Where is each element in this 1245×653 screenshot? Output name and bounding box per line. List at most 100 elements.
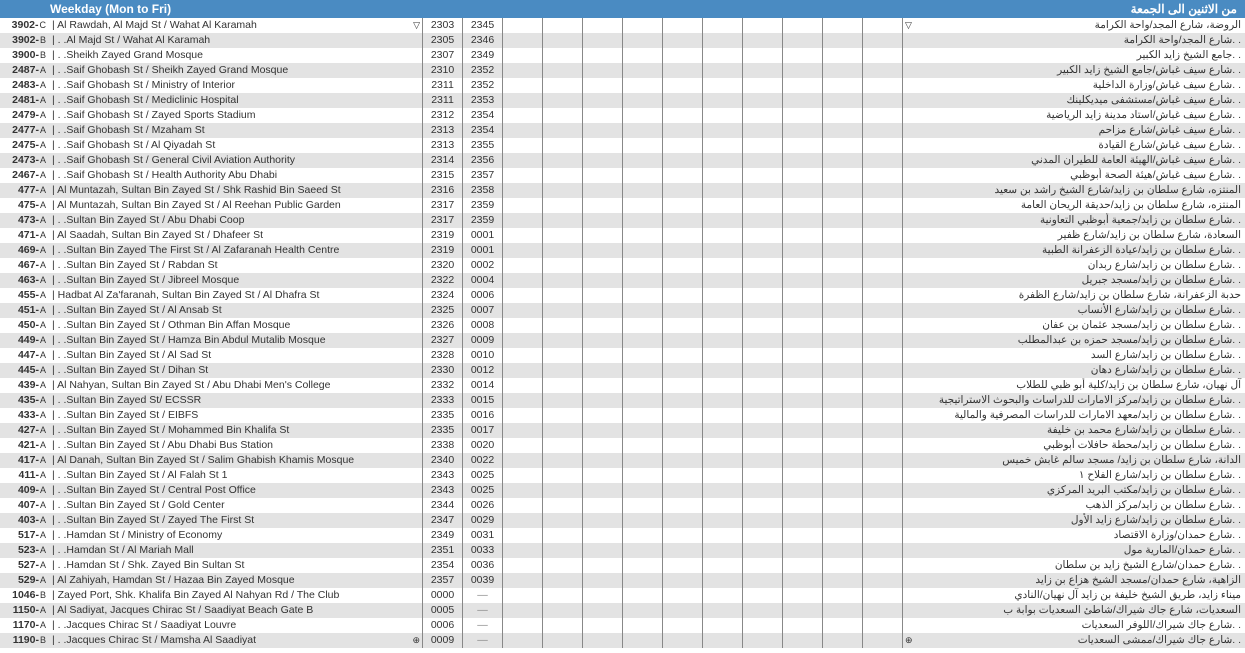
time-col-1: 2313	[423, 123, 463, 138]
stop-code-suffix: A	[39, 305, 46, 315]
time-col-2: —	[463, 603, 503, 618]
stop-code-suffix: A	[39, 230, 46, 240]
empty-cells	[503, 573, 903, 588]
empty-cell	[703, 288, 743, 303]
empty-cell	[783, 483, 823, 498]
empty-cell	[703, 528, 743, 543]
empty-cell	[823, 228, 863, 243]
stop-code-suffix: B	[39, 35, 46, 45]
stop-code-suffix: A	[39, 185, 46, 195]
empty-cell	[663, 33, 703, 48]
time-col-1: 2327	[423, 333, 463, 348]
empty-cell	[863, 408, 903, 423]
time-col-2: 0001	[463, 243, 503, 258]
empty-cell	[503, 318, 543, 333]
empty-cell	[663, 393, 703, 408]
stop-name-en: | . .Saif Ghobash St / Health Authority …	[48, 168, 423, 183]
empty-cell	[543, 438, 583, 453]
empty-cell	[703, 123, 743, 138]
stop-name-en: | . .Sultan Bin Zayed St / Othman Bin Af…	[48, 318, 423, 333]
empty-cell	[783, 213, 823, 228]
empty-cell	[783, 153, 823, 168]
stop-code-suffix: A	[39, 350, 46, 360]
table-row: 2479-A | . .Saif Ghobash St / Zayed Spor…	[0, 108, 1245, 123]
time-col-2: 2346	[463, 33, 503, 48]
stop-name-en: | . .Hamdan St / Al Mariah Mall	[48, 543, 423, 558]
stop-code-suffix: A	[39, 110, 46, 120]
time-col-2: —	[463, 618, 503, 633]
empty-cell	[503, 33, 543, 48]
stop-code-suffix: A	[39, 215, 46, 225]
time-col-1: 2340	[423, 453, 463, 468]
stop-name-ar: الدانة، شارع سلطان بن زايد/ مسجد سالم غا…	[903, 453, 1245, 468]
empty-cells	[503, 153, 903, 168]
stop-code: 529-A	[0, 573, 48, 588]
time-col-2: 0017	[463, 423, 503, 438]
header-en: Weekday (Mon to Fri)	[50, 2, 171, 16]
empty-cell	[743, 558, 783, 573]
table-row: 527-A | . .Hamdan St / Shk. Zayed Bin Su…	[0, 558, 1245, 573]
empty-cells	[503, 78, 903, 93]
time-col-2: 0015	[463, 393, 503, 408]
empty-cell	[583, 213, 623, 228]
table-row: 451-A | . .Sultan Bin Zayed St / Al Ansa…	[0, 303, 1245, 318]
time-col-1: 2335	[423, 423, 463, 438]
table-row: 463-A | . .Sultan Bin Zayed St / Jibreel…	[0, 273, 1245, 288]
empty-cells	[503, 213, 903, 228]
empty-cell	[783, 183, 823, 198]
empty-cell	[623, 528, 663, 543]
time-col-2: 0026	[463, 498, 503, 513]
time-col-1: 2343	[423, 468, 463, 483]
time-col-1: 2310	[423, 63, 463, 78]
empty-cell	[743, 213, 783, 228]
empty-cell	[543, 603, 583, 618]
stop-name-ar: . .شارع سيف غباش/مستشفى ميديكلينك	[903, 93, 1245, 108]
empty-cell	[743, 273, 783, 288]
time-col-1: 0006	[423, 618, 463, 633]
empty-cell	[623, 63, 663, 78]
empty-cell	[503, 378, 543, 393]
empty-cell	[663, 108, 703, 123]
stop-code-suffix: A	[39, 545, 46, 555]
time-col-2: 0006	[463, 288, 503, 303]
empty-cell	[583, 243, 623, 258]
stop-name-en: | . .Jacques Chirac St / Mamsha Al Saadi…	[48, 633, 423, 648]
empty-cell	[543, 543, 583, 558]
row-marker-ar: ▽	[905, 18, 912, 33]
empty-cell	[823, 168, 863, 183]
empty-cell	[783, 48, 823, 63]
stop-code: 447-A	[0, 348, 48, 363]
stop-name-ar: . .شارع سلطان بن زايد/مكتب البريد المركز…	[903, 483, 1245, 498]
empty-cell	[863, 588, 903, 603]
empty-cell	[783, 633, 823, 648]
stop-name-en: | . .Hamdan St / Shk. Zayed Bin Sultan S…	[48, 558, 423, 573]
stop-name-en: | . .Sultan Bin Zayed St / Mohammed Bin …	[48, 423, 423, 438]
empty-cell	[543, 468, 583, 483]
empty-cell	[783, 513, 823, 528]
stop-code-suffix: A	[39, 470, 46, 480]
empty-cell	[703, 633, 743, 648]
stop-name-ar: . .شارع سيف غباش/استاد مدينة زايد الرياض…	[903, 108, 1245, 123]
table-row: 2467-A | . .Saif Ghobash St / Health Aut…	[0, 168, 1245, 183]
row-marker: ▽	[413, 18, 420, 33]
time-col-1: 2325	[423, 303, 463, 318]
empty-cell	[623, 408, 663, 423]
stop-code-suffix: A	[39, 275, 46, 285]
empty-cell	[703, 483, 743, 498]
empty-cell	[663, 468, 703, 483]
empty-cells	[503, 48, 903, 63]
stop-name-ar: . .شارع سلطان بن زايد/شارع الفلاح ١	[903, 468, 1245, 483]
stop-name-ar: . .شارع حمدان/وزارة الاقتصاد	[903, 528, 1245, 543]
empty-cell	[543, 408, 583, 423]
stop-code: 450-A	[0, 318, 48, 333]
empty-cell	[863, 528, 903, 543]
stop-code-suffix: A	[39, 200, 46, 210]
stop-code: 421-A	[0, 438, 48, 453]
stop-code-suffix: A	[39, 65, 46, 75]
empty-cell	[743, 108, 783, 123]
stop-name-ar: . .شارع سيف غباش/شارع القيادة	[903, 138, 1245, 153]
empty-cell	[543, 453, 583, 468]
empty-cell	[823, 48, 863, 63]
table-row: 450-A | . .Sultan Bin Zayed St / Othman …	[0, 318, 1245, 333]
empty-cell	[583, 168, 623, 183]
